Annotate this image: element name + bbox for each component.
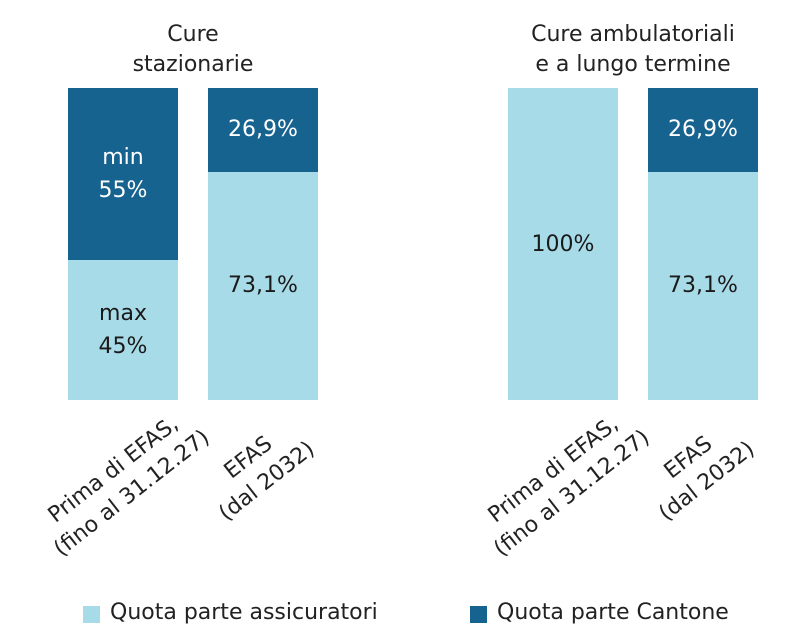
legend-label: Quota parte assicuratori (110, 600, 378, 625)
value-label: 73,1% (668, 273, 738, 299)
category-label: Prima di EFAS, (fino al 31.12.27) (483, 411, 655, 562)
category-label: Prima di EFAS, (fino al 31.12.27) (43, 411, 215, 562)
legend-label: Quota parte Cantone (497, 600, 729, 625)
bar-segment (68, 259, 178, 400)
category-label: EFAS (dal 2032) (654, 431, 760, 527)
value-label: 26,9% (228, 117, 298, 143)
value-label: min 55% (98, 144, 148, 203)
legend-swatch (470, 606, 487, 623)
panel-title: Cure stazionarie (132, 22, 254, 77)
value-label: 100% (531, 231, 595, 257)
bar-segment (208, 88, 318, 172)
category-label: EFAS (dal 2032) (214, 431, 320, 527)
bar-segment (208, 171, 318, 400)
value-label: 26,9% (668, 117, 738, 143)
bar-segment (68, 88, 178, 260)
bar-segment (648, 88, 758, 172)
legend-swatch (83, 606, 100, 623)
value-label: max 45% (98, 300, 148, 359)
panel-title: Cure ambulatoriali e a lungo termine (531, 22, 735, 77)
bar-segment (508, 88, 618, 400)
bar-segment (648, 171, 758, 400)
value-label: 73,1% (228, 273, 298, 299)
